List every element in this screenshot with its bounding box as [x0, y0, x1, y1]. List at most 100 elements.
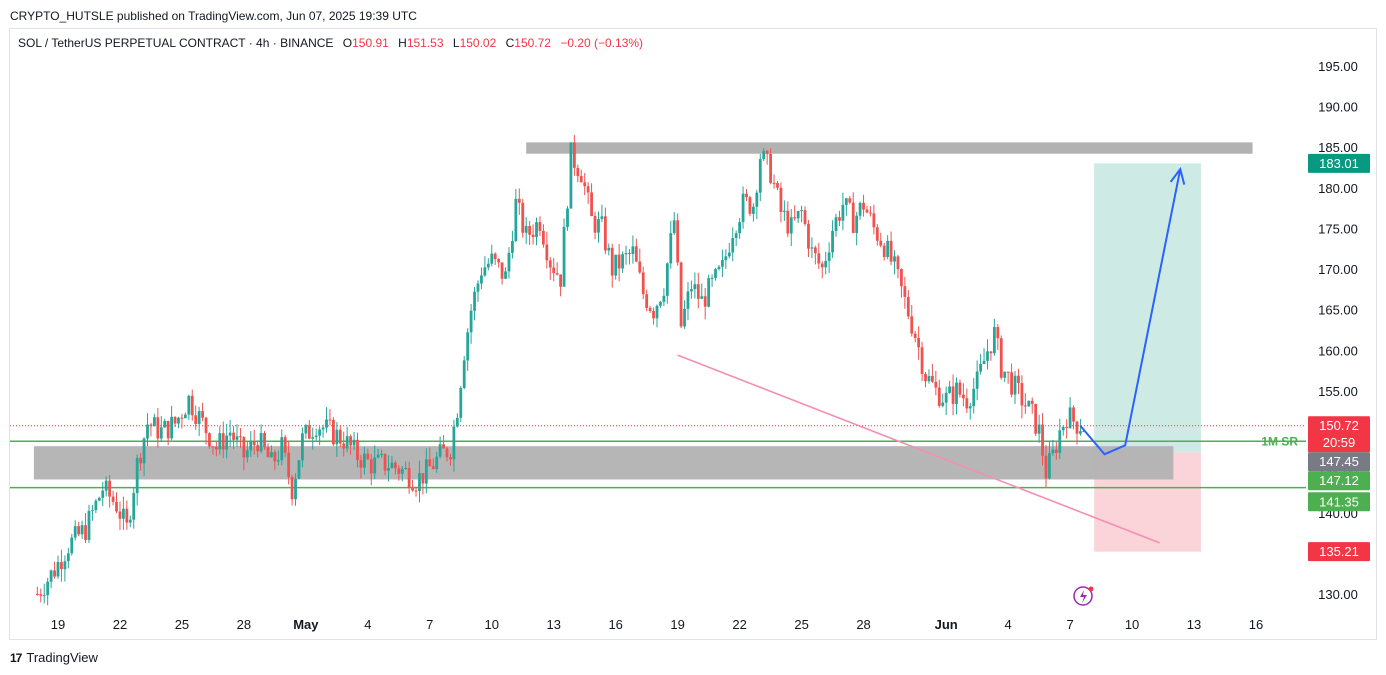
candle-body	[583, 182, 587, 187]
candle-body	[714, 269, 717, 278]
candle-body	[232, 432, 235, 440]
candle-body	[562, 226, 566, 287]
candle-body	[211, 446, 215, 448]
candle-body	[214, 446, 218, 450]
candle-body	[834, 217, 838, 231]
candle-body	[772, 182, 776, 184]
y-tick-label: 170.00	[1318, 262, 1358, 277]
candle-body	[49, 570, 53, 582]
candle-body	[228, 432, 232, 436]
candle-body	[304, 425, 308, 434]
candle-body	[156, 417, 160, 439]
x-tick-label: 19	[51, 617, 65, 632]
candle-body	[979, 363, 982, 372]
price-label-box	[1308, 492, 1370, 512]
candle-body	[428, 459, 432, 467]
candle-body	[177, 417, 180, 424]
candle-body	[738, 222, 742, 234]
y-tick-label: 130.00	[1318, 587, 1358, 602]
candle-body	[531, 234, 535, 238]
candle-body	[283, 437, 287, 453]
candle-body	[827, 252, 831, 261]
candle-body	[135, 457, 139, 494]
candle-body	[1003, 371, 1007, 378]
tradingview-logo[interactable]: 17 TradingView	[10, 650, 98, 665]
candle-body	[239, 436, 242, 438]
candle-body	[80, 525, 84, 535]
candle-body	[63, 561, 67, 570]
candle-body	[603, 216, 607, 251]
candle-body	[693, 284, 697, 290]
candle-body	[696, 284, 700, 299]
candle-body	[717, 266, 721, 270]
candle-body	[648, 307, 652, 311]
candle-body	[345, 436, 349, 449]
candle-body	[535, 222, 538, 238]
candle-body	[786, 210, 790, 234]
candle-body	[452, 426, 456, 460]
candle-body	[321, 427, 325, 430]
candle-body	[762, 151, 766, 160]
candle-body	[872, 213, 876, 228]
price-label-box	[1308, 542, 1370, 562]
candle-body	[628, 252, 631, 254]
candle-body	[266, 447, 270, 458]
candle-body	[610, 247, 614, 276]
candle-body	[851, 202, 855, 233]
candle-body	[335, 429, 339, 445]
candle-body	[431, 466, 435, 469]
legend-low-label: L	[452, 36, 460, 50]
candle-body	[672, 220, 676, 234]
symbol-legend: SOL / TetherUS PERPETUAL CONTRACT · 4h ·…	[18, 36, 643, 50]
candle-body	[844, 198, 848, 205]
candle-body	[920, 347, 924, 374]
candle-body	[435, 456, 439, 469]
candle-body	[545, 244, 549, 261]
candle-body	[590, 192, 593, 217]
candle-body	[724, 256, 728, 261]
x-tick-label: 10	[1125, 617, 1139, 632]
candle-body	[87, 510, 91, 540]
price-label-box	[1308, 416, 1370, 453]
tradingview-logo-icon: 17	[10, 650, 22, 665]
candle-body	[1079, 431, 1082, 434]
candle-body	[662, 295, 666, 302]
price-label: 147.12	[1308, 471, 1370, 491]
candle-body	[53, 570, 56, 577]
x-tick-label: 16	[608, 617, 622, 632]
candle-body	[493, 253, 497, 260]
candle-body	[652, 310, 655, 319]
candle-body	[917, 337, 921, 348]
candle-body	[690, 289, 693, 292]
candle-body	[342, 443, 346, 449]
x-tick-label: 22	[113, 617, 127, 632]
candle-body	[679, 262, 683, 327]
candle-body	[986, 351, 989, 361]
price-label-value: 150.72	[1319, 418, 1359, 433]
legend-change: −0.20 (−0.13%)	[560, 36, 644, 50]
candle-body	[566, 208, 569, 227]
wedge-line	[677, 354, 1160, 544]
drawing-layer: 1M SR	[10, 142, 1306, 552]
candle-body	[800, 210, 803, 212]
candle-body	[197, 411, 201, 425]
candle-body	[66, 553, 70, 562]
legend-symbol[interactable]: SOL / TetherUS PERPETUAL CONTRACT · 4h ·…	[18, 36, 334, 50]
candle-body	[1048, 453, 1051, 479]
candle-body	[621, 254, 624, 269]
candle-body	[779, 187, 783, 212]
candle-body	[676, 220, 680, 263]
candle-body	[552, 267, 556, 274]
y-tick-label: 155.00	[1318, 384, 1358, 399]
y-tick-label: 165.00	[1318, 303, 1358, 318]
candle-body	[97, 497, 101, 501]
candle-body	[927, 376, 931, 382]
legend-high-label: H	[398, 36, 407, 50]
candle-body	[273, 452, 277, 462]
candle-body	[1054, 449, 1058, 453]
candle-body	[325, 419, 328, 428]
candle-body	[710, 277, 714, 279]
candle-body	[149, 424, 153, 427]
candle-body	[297, 460, 301, 479]
